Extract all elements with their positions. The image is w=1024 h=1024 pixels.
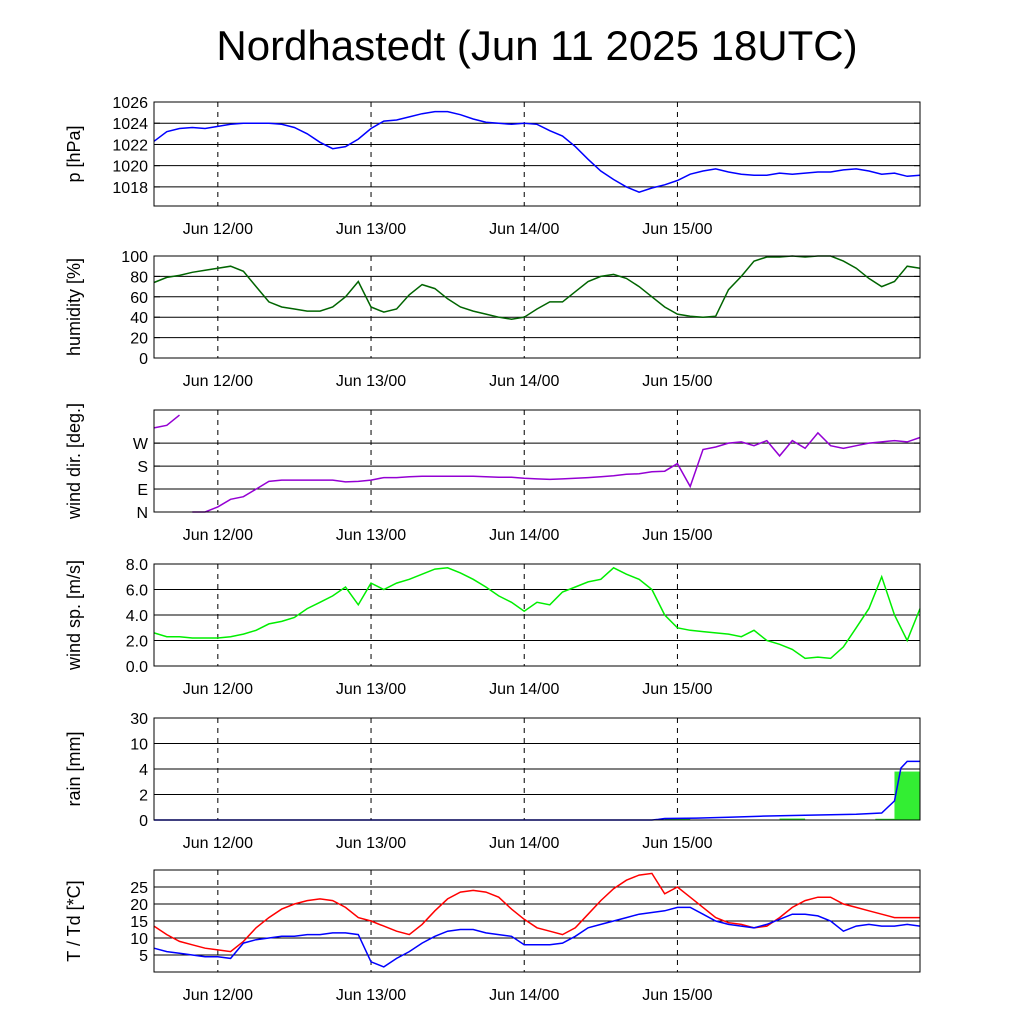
winddir-xtick-label: Jun 14/00	[489, 527, 559, 544]
rain-xtick-label: Jun 15/00	[642, 835, 712, 852]
windspeed-frame	[153, 563, 921, 667]
windspeed-line	[153, 566, 921, 660]
windspeed-ylabel: wind sp. [m/s]	[64, 560, 84, 671]
rain-ytick-label: 4	[139, 762, 148, 779]
temperature-ytick-label: 15	[130, 914, 148, 931]
winddir-ylabel: wind dir. [deg.]	[64, 403, 84, 520]
humidity-ylabel: humidity [%]	[64, 258, 84, 356]
winddir-line	[153, 414, 180, 429]
rain-ytick-label: 2	[139, 788, 148, 805]
pressure-ytick-label: 1020	[112, 159, 148, 176]
rain-ytick-label: 30	[130, 711, 148, 728]
pressure-frame	[153, 101, 921, 207]
temperature-ytick-label: 5	[139, 948, 148, 965]
temperature-frame	[153, 869, 921, 973]
pressure-ytick-label: 1024	[112, 116, 148, 133]
humidity-frame	[153, 255, 921, 359]
winddir-ytick-label: W	[133, 436, 149, 453]
pressure-xtick-label: Jun 13/00	[336, 221, 406, 238]
windspeed-ytick-label: 0.0	[126, 659, 148, 676]
winddir-xtick-label: Jun 13/00	[336, 527, 406, 544]
humidity-xtick-label: Jun 15/00	[642, 373, 712, 390]
rain-bar	[779, 818, 806, 820]
humidity-xtick-label: Jun 12/00	[183, 373, 253, 390]
temperature-ytick-label: 10	[130, 931, 148, 948]
humidity-xtick-label: Jun 14/00	[489, 373, 559, 390]
temperature-xtick-label: Jun 15/00	[642, 987, 712, 1004]
pressure-ytick-label: 1018	[112, 180, 148, 197]
winddir-ytick-label: S	[137, 459, 148, 476]
winddir-xtick-label: Jun 12/00	[183, 527, 253, 544]
humidity-ytick-label: 0	[139, 351, 148, 368]
rain-xtick-label: Jun 13/00	[336, 835, 406, 852]
winddir-xtick-label: Jun 15/00	[642, 527, 712, 544]
windspeed-ytick-label: 8.0	[126, 557, 148, 574]
rain-xtick-label: Jun 12/00	[183, 835, 253, 852]
humidity-ytick-label: 20	[130, 331, 148, 348]
temperature-xtick-label: Jun 14/00	[489, 987, 559, 1004]
temperature-td-line	[153, 906, 921, 968]
chart-title: Nordhastedt (Jun 11 2025 18UTC)	[216, 22, 858, 69]
winddir-ytick-label: E	[137, 482, 148, 499]
temperature-xtick-label: Jun 12/00	[183, 987, 253, 1004]
pressure-ylabel: p [hPa]	[64, 125, 84, 182]
humidity-line	[153, 255, 921, 320]
humidity-xtick-label: Jun 13/00	[336, 373, 406, 390]
humidity-ytick-label: 60	[130, 290, 148, 307]
pressure-line	[153, 110, 921, 193]
humidity-ytick-label: 100	[121, 249, 148, 266]
rain-frame	[153, 717, 921, 821]
winddir-frame	[153, 409, 921, 513]
windspeed-xtick-label: Jun 13/00	[336, 681, 406, 698]
windspeed-xtick-label: Jun 14/00	[489, 681, 559, 698]
winddir-line	[192, 431, 921, 513]
rain-bar	[664, 818, 691, 820]
temperature-ytick-label: 20	[130, 897, 148, 914]
rain-ylabel: rain [mm]	[64, 731, 84, 806]
temperature-t-line	[153, 872, 920, 953]
winddir-ytick-label: N	[136, 505, 148, 522]
temperature-ylabel: T / Td [*C]	[64, 880, 84, 961]
rain-xtick-label: Jun 14/00	[489, 835, 559, 852]
rain-ytick-label: 0	[139, 813, 148, 830]
windspeed-ytick-label: 6.0	[126, 583, 148, 600]
humidity-ytick-label: 40	[130, 310, 148, 327]
windspeed-xtick-label: Jun 12/00	[183, 681, 253, 698]
rain-ytick-label: 10	[130, 737, 148, 754]
rain-bar	[875, 818, 895, 820]
pressure-xtick-label: Jun 15/00	[642, 221, 712, 238]
humidity-ytick-label: 80	[130, 269, 148, 286]
windspeed-ytick-label: 2.0	[126, 634, 148, 651]
windspeed-ytick-label: 4.0	[126, 608, 148, 625]
windspeed-xtick-label: Jun 15/00	[642, 681, 712, 698]
temperature-ytick-label: 25	[130, 880, 148, 897]
rain-cumulative-line	[154, 760, 920, 821]
pressure-xtick-label: Jun 14/00	[489, 221, 559, 238]
temperature-xtick-label: Jun 13/00	[336, 987, 406, 1004]
pressure-ytick-label: 1026	[112, 95, 148, 112]
pressure-xtick-label: Jun 12/00	[183, 221, 253, 238]
pressure-ytick-label: 1022	[112, 137, 148, 154]
